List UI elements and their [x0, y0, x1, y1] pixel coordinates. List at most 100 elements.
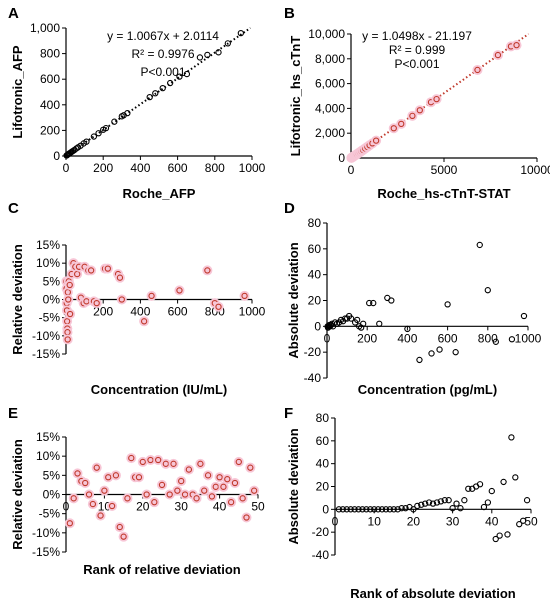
data-point-halo	[157, 479, 167, 490]
y-tick-label: -40	[312, 548, 330, 562]
data-point-halo	[199, 485, 210, 496]
data-point	[457, 505, 464, 512]
panel-letter: C	[8, 200, 19, 217]
data-point-halo	[245, 462, 256, 473]
data-point	[416, 107, 423, 114]
data-point	[85, 491, 93, 498]
data-point	[512, 474, 519, 481]
regression-annotation: P<0.001	[394, 57, 439, 71]
data-point	[151, 499, 158, 506]
data-point	[176, 73, 183, 80]
data-point	[64, 336, 71, 343]
data-point	[504, 531, 511, 538]
data-point	[422, 500, 429, 507]
x-tick-label: 20	[136, 500, 150, 514]
x-axis-title: Rank of absolute deviation	[350, 586, 515, 601]
y-axis-title: Lifotronic_hs_cTnT	[288, 36, 303, 157]
data-point-halo	[407, 110, 418, 121]
y-axis-title: Relative deviation	[10, 244, 25, 355]
data-point	[251, 487, 258, 494]
data-point	[155, 456, 162, 464]
data-point	[176, 287, 183, 294]
data-point	[101, 487, 108, 494]
data-point	[224, 40, 231, 47]
data-point	[437, 498, 444, 505]
data-point-halo	[172, 485, 183, 496]
data-point	[111, 118, 118, 125]
data-point	[494, 51, 502, 59]
y-tick-label: 10%	[36, 449, 60, 463]
y-axis-title: Lifotronic_AFP	[10, 45, 25, 138]
data-point-halo	[249, 485, 260, 496]
data-point-halo	[68, 493, 79, 504]
data-point-halo	[114, 522, 125, 533]
x-axis-title: Roche_hs-cTnT-STAT	[377, 186, 510, 201]
data-point	[444, 301, 451, 308]
y-tick-label: 1,000	[30, 21, 60, 35]
data-point	[374, 506, 382, 513]
panel-e: E -15% -10% -5% 0% 5% 10% 15% 0 10 20 30 40 50 Rank of…	[8, 405, 265, 577]
data-point	[116, 274, 124, 281]
data-point	[140, 318, 148, 325]
y-tick-label: 200	[40, 123, 60, 137]
data-point	[418, 501, 425, 508]
data-point	[124, 109, 131, 117]
data-point-halo	[62, 327, 73, 338]
x-tick-label: 50	[251, 500, 265, 514]
data-point	[215, 303, 222, 310]
y-tick-label: 600	[40, 72, 60, 86]
data-point	[492, 338, 499, 345]
x-tick-label: 0	[63, 500, 70, 514]
data-point	[363, 506, 370, 513]
data-point	[128, 454, 135, 462]
data-point-halo	[164, 489, 175, 500]
data-point	[237, 29, 244, 37]
data-point	[402, 505, 409, 512]
data-point	[102, 124, 110, 132]
data-point	[343, 506, 350, 513]
x-tick-label: 400	[130, 161, 150, 175]
data-point	[139, 458, 146, 466]
data-point-halo	[126, 453, 137, 464]
data-point	[82, 479, 89, 487]
data-point	[95, 130, 102, 137]
data-point-halo	[91, 298, 102, 309]
data-point	[162, 460, 169, 467]
panel-letter: E	[8, 405, 18, 422]
data-point-halo	[241, 512, 252, 523]
data-point-halo	[118, 531, 129, 542]
data-point	[90, 133, 98, 140]
data-point-halo	[84, 489, 95, 500]
x-tick-label: 600	[168, 305, 188, 319]
data-point-halo	[202, 265, 213, 276]
y-tick-label: 5%	[43, 274, 61, 288]
data-point	[124, 495, 131, 502]
x-axis-title: Concentration (pg/mL)	[358, 382, 497, 397]
data-point-halo	[91, 462, 102, 473]
data-point-halo	[160, 458, 171, 469]
x-tick-label: 30	[446, 514, 460, 528]
panel-letter: B	[284, 5, 295, 22]
x-tick-label: 600	[168, 161, 188, 175]
y-tick-label: -20	[304, 345, 322, 359]
y-tick-label: 10%	[36, 256, 60, 270]
data-point	[404, 325, 411, 333]
panel-letter: F	[284, 405, 293, 422]
data-point	[74, 470, 81, 477]
y-tick-label: 80	[308, 216, 322, 230]
data-point	[388, 297, 395, 304]
data-point	[508, 336, 516, 343]
data-point	[87, 267, 95, 274]
data-point-halo	[210, 481, 221, 492]
data-point	[390, 125, 397, 132]
data-point	[492, 535, 499, 543]
data-point	[197, 460, 204, 467]
data-point-halo	[62, 334, 73, 345]
data-point-halo	[218, 481, 229, 492]
data-point-halo	[226, 497, 237, 508]
y-tick-label: -15%	[32, 545, 60, 559]
data-point	[476, 481, 484, 488]
x-tick-label: 0	[348, 163, 355, 177]
data-point-halo	[195, 458, 206, 469]
data-point	[243, 514, 250, 521]
